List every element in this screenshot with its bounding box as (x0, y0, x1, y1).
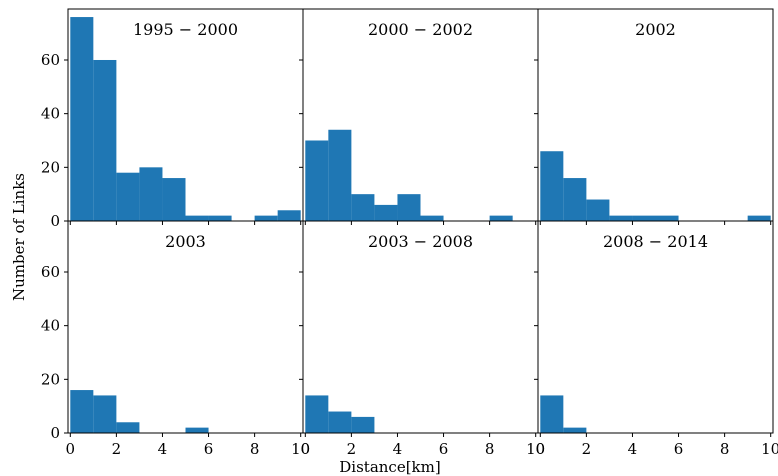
histogram-bar (397, 194, 421, 221)
y-tick-label: 0 (50, 212, 60, 230)
y-tick-label: 40 (41, 317, 60, 335)
histogram-bar (139, 167, 163, 221)
histogram-bar (185, 427, 209, 433)
histogram-bar (489, 215, 513, 221)
x-tick-label: 8 (250, 440, 260, 458)
histogram-bar (351, 416, 375, 433)
histogram-bar (563, 427, 587, 433)
panel-title: 2003 (165, 232, 206, 251)
x-tick-label: 8 (720, 440, 730, 458)
panel-title: 1995 − 2000 (133, 20, 238, 39)
panel-1: 1995 − 2000 0 20 40 60 (41, 8, 304, 230)
histogram-bar (277, 210, 301, 221)
histogram-bar (655, 215, 679, 221)
histogram-bar (208, 215, 232, 221)
panel-title: 2002 (635, 20, 676, 39)
histogram-bar (70, 390, 94, 433)
x-tick-label: 4 (628, 440, 638, 458)
panel-4: 2003 0 20 40 60 0 2 4 6 8 10 (41, 220, 310, 458)
x-tick-label: 6 (674, 440, 684, 458)
histogram-bar (563, 178, 587, 221)
x-tick-label: 10 (761, 440, 778, 458)
x-tick-label: 10 (526, 440, 545, 458)
panel-title: 2003 − 2008 (368, 232, 473, 251)
histogram-bar (609, 215, 633, 221)
histogram-bar (540, 151, 564, 221)
histogram-bar (93, 395, 117, 433)
histogram-bar (116, 172, 140, 221)
y-tick-label: 20 (41, 158, 60, 176)
x-tick-label: 10 (291, 440, 310, 458)
panel-5: 2003 − 2008 0 2 4 6 8 10 (299, 220, 545, 458)
x-axis-label: Distance[km] (339, 458, 440, 476)
panel-title: 2000 − 2002 (368, 20, 473, 39)
y-tick-label: 40 (41, 105, 60, 123)
x-tick-label: 0 (536, 440, 546, 458)
panel-3: 2002 (534, 8, 774, 225)
histogram-bar (93, 59, 117, 221)
y-tick-label: 0 (50, 424, 60, 442)
y-tick-label: 60 (41, 51, 60, 69)
y-axis-label: Number of Links (10, 173, 28, 301)
histogram-bar (747, 215, 771, 221)
x-tick-label: 2 (347, 440, 357, 458)
x-tick-label: 0 (301, 440, 311, 458)
histogram-bar (254, 215, 278, 221)
histogram-bar (540, 395, 564, 433)
histogram-bar (420, 215, 444, 221)
x-tick-label: 2 (582, 440, 592, 458)
histogram-bar (305, 395, 329, 433)
histogram-bar (328, 411, 352, 433)
histogram-bar (632, 215, 656, 221)
histogram-bar (374, 204, 398, 221)
histogram-bar (70, 17, 94, 221)
y-tick-label: 60 (41, 263, 60, 281)
panel-frame (537, 220, 774, 434)
histogram-bar (351, 194, 375, 221)
histogram-bar (162, 178, 186, 221)
histogram-bar (586, 199, 610, 221)
y-tick-label: 20 (41, 370, 60, 388)
histogram-bar (116, 422, 140, 433)
x-tick-label: 6 (204, 440, 214, 458)
panel-6: 2008 − 2014 0 2 4 6 8 10 (534, 220, 778, 458)
histogram-bar (185, 215, 209, 221)
panel-title: 2008 − 2014 (603, 232, 708, 251)
panel-frame (302, 220, 539, 434)
x-tick-label: 2 (112, 440, 122, 458)
x-tick-label: 6 (439, 440, 449, 458)
panel-2: 2000 − 2002 (299, 8, 539, 225)
x-tick-label: 4 (393, 440, 403, 458)
histogram-bar (328, 129, 352, 221)
x-tick-label: 8 (485, 440, 495, 458)
histogram-bar (305, 140, 329, 221)
x-tick-label: 0 (66, 440, 76, 458)
x-tick-label: 4 (158, 440, 168, 458)
